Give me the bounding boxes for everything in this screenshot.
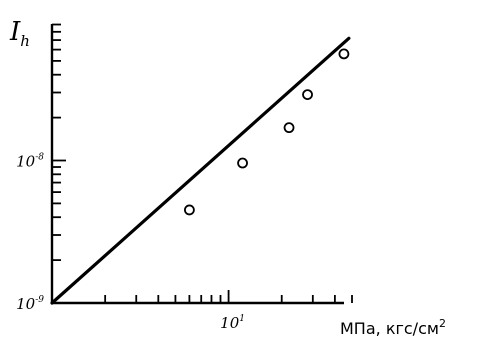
- axes: [50, 24, 344, 305]
- x-tick-label: 101: [220, 314, 245, 332]
- ticks: [52, 23, 353, 303]
- x-axis-label: МПа, кгс/см2: [340, 317, 446, 338]
- y-tick-label: 10-9: [16, 295, 44, 313]
- series: [50, 36, 351, 305]
- data-point: [237, 157, 248, 169]
- data-point: [283, 122, 295, 134]
- data-point: [302, 89, 313, 101]
- data-point: [338, 48, 350, 60]
- y-tick-label: 10-8: [16, 153, 44, 171]
- data-point: [184, 204, 195, 216]
- axis-labels: Ih МПа, кгс/см2: [9, 17, 446, 338]
- tick-labels: 10-9 10-8 101: [16, 153, 245, 333]
- fit-line: [50, 36, 351, 305]
- y-axis-label: Ih: [9, 17, 30, 50]
